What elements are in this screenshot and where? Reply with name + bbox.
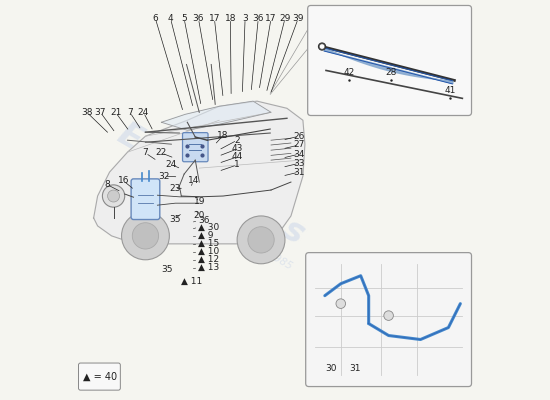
Text: 21: 21 — [110, 108, 121, 117]
Text: ▲ 11: ▲ 11 — [182, 277, 202, 286]
Text: 30: 30 — [325, 364, 337, 373]
Text: 41: 41 — [445, 86, 456, 95]
FancyBboxPatch shape — [183, 133, 208, 162]
Circle shape — [108, 190, 119, 202]
Text: 14: 14 — [188, 176, 199, 185]
Text: 35: 35 — [161, 265, 173, 274]
Text: 2: 2 — [234, 136, 240, 145]
Text: 38: 38 — [81, 108, 92, 117]
Text: ▲ 15: ▲ 15 — [199, 239, 219, 248]
Text: Eurospares: Eurospares — [112, 117, 311, 251]
Text: 23: 23 — [169, 184, 180, 193]
Text: 18: 18 — [217, 131, 229, 140]
Circle shape — [102, 185, 125, 207]
Circle shape — [321, 45, 323, 48]
Text: 39: 39 — [293, 14, 304, 23]
Text: 7: 7 — [142, 148, 149, 158]
Text: 34: 34 — [293, 150, 305, 159]
FancyBboxPatch shape — [306, 253, 471, 386]
Text: 22: 22 — [156, 148, 167, 158]
Text: 32: 32 — [158, 172, 170, 180]
Text: ▲ 13: ▲ 13 — [199, 263, 219, 272]
Text: 8: 8 — [104, 180, 111, 189]
Text: 33: 33 — [293, 159, 305, 168]
Text: 20: 20 — [194, 212, 205, 220]
Text: ▲ 12: ▲ 12 — [199, 255, 219, 264]
Text: 24: 24 — [138, 108, 149, 117]
Text: 17: 17 — [208, 14, 220, 23]
Text: 26: 26 — [293, 132, 305, 141]
Circle shape — [122, 212, 169, 260]
Text: 28: 28 — [385, 68, 397, 77]
Text: 19: 19 — [194, 198, 205, 206]
Text: 24: 24 — [165, 160, 176, 169]
Text: 5: 5 — [182, 14, 187, 23]
Text: 36: 36 — [199, 216, 210, 225]
Text: 37: 37 — [95, 108, 106, 117]
FancyBboxPatch shape — [131, 179, 160, 220]
Text: 7: 7 — [127, 108, 133, 117]
Polygon shape — [161, 101, 271, 130]
Text: 27: 27 — [293, 140, 305, 150]
Text: 42: 42 — [343, 68, 354, 77]
Circle shape — [237, 216, 285, 264]
Text: 4: 4 — [168, 14, 173, 23]
Text: 1: 1 — [234, 160, 240, 170]
Polygon shape — [94, 101, 305, 244]
Circle shape — [133, 223, 158, 249]
Text: 16: 16 — [118, 176, 129, 185]
Text: 44: 44 — [232, 152, 243, 162]
Text: 35: 35 — [169, 215, 180, 224]
Text: 31: 31 — [349, 364, 360, 373]
Text: 43: 43 — [232, 144, 243, 154]
Circle shape — [248, 227, 274, 253]
Circle shape — [336, 299, 345, 308]
Text: 17: 17 — [265, 14, 277, 23]
Circle shape — [384, 311, 393, 320]
Text: 6: 6 — [152, 14, 158, 23]
Text: ▲ 10: ▲ 10 — [199, 247, 219, 256]
Text: 18: 18 — [224, 14, 236, 23]
Text: ▲ 9: ▲ 9 — [199, 231, 214, 240]
Text: ▲ = 40: ▲ = 40 — [82, 372, 117, 382]
Text: 3: 3 — [242, 14, 248, 23]
Text: 36: 36 — [252, 14, 264, 23]
Text: 36: 36 — [192, 14, 204, 23]
Text: a passion for parts since 1985: a passion for parts since 1985 — [153, 184, 294, 272]
Circle shape — [318, 43, 326, 50]
FancyBboxPatch shape — [307, 6, 471, 116]
Text: ▲ 30: ▲ 30 — [199, 223, 219, 232]
Text: 29: 29 — [279, 14, 290, 23]
Text: 31: 31 — [293, 168, 305, 176]
FancyBboxPatch shape — [79, 363, 120, 390]
